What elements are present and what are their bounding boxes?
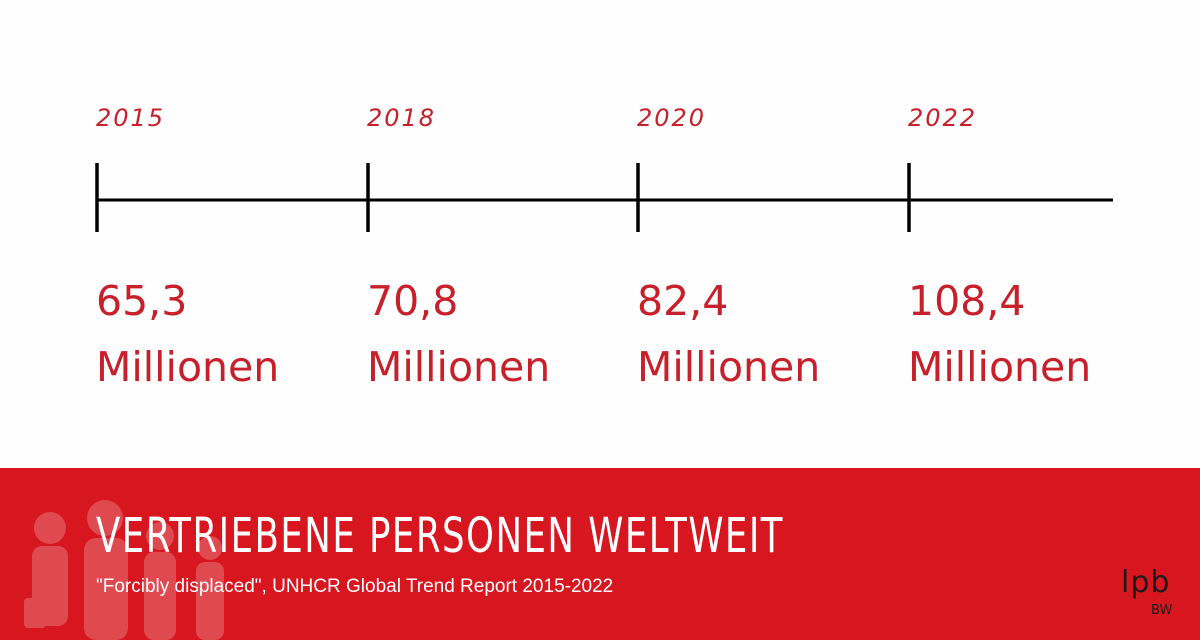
value-unit: Millionen [96, 343, 280, 391]
value-label: 108,4 Millionen [908, 268, 1091, 400]
logo-main-text: lpb [1121, 565, 1171, 600]
title-banner: VERTRIEBENE PERSONEN WELTWEIT "Forcibly … [0, 468, 1200, 640]
value-number: 65,3 [96, 277, 188, 325]
value-unit: Millionen [908, 343, 1092, 391]
value-unit: Millionen [367, 343, 551, 391]
value-unit: Millionen [637, 343, 821, 391]
year-label: 2020 [637, 104, 707, 132]
year-label: 2018 [367, 104, 437, 132]
value-number: 82,4 [637, 277, 729, 325]
value-label: 70,8 Millionen [367, 268, 550, 400]
chart-subtitle: "Forcibly displaced", UNHCR Global Trend… [96, 576, 614, 597]
timeline-area: 2015 2018 2020 2022 65,3 Millionen 70,8 … [95, 104, 1113, 400]
value-number: 70,8 [367, 277, 459, 325]
chart-title: VERTRIEBENE PERSONEN WELTWEIT [96, 508, 784, 564]
timeline-chart [95, 163, 1113, 232]
value-label: 82,4 Millionen [637, 268, 820, 400]
year-label: 2022 [908, 104, 978, 132]
value-number: 108,4 [908, 277, 1026, 325]
lpb-logo: lpb BW [1121, 565, 1181, 625]
value-label: 65,3 Millionen [96, 268, 279, 400]
year-label: 2015 [96, 104, 166, 132]
logo-sub-text: BW [1151, 603, 1173, 618]
people-silhouette-image [24, 500, 224, 640]
